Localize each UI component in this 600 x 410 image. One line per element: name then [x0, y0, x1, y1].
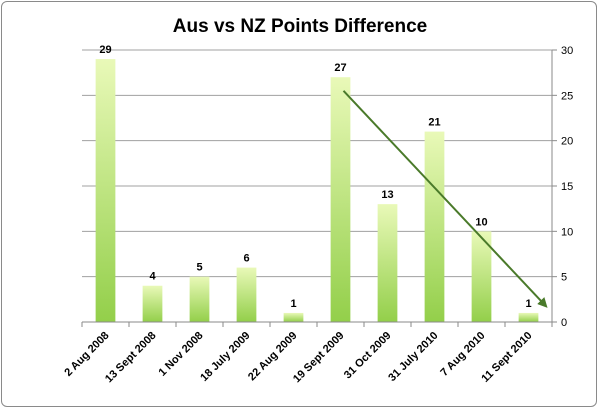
x-tick-label: 7 Aug 2010: [438, 330, 487, 379]
y-tick-labels: 0 5 10 15 20 25 30: [561, 45, 573, 329]
data-label: 13: [381, 189, 393, 201]
y-tick-label: 10: [561, 226, 573, 238]
data-label: 6: [243, 253, 249, 265]
x-tick-label: 11 Sept 2010: [479, 330, 534, 385]
x-tick-label: 31 July 2010: [386, 330, 440, 384]
y-tick-label: 0: [561, 317, 567, 329]
bar: [377, 204, 398, 322]
data-label: 21: [428, 117, 440, 129]
trend-arrow-line: [342, 90, 548, 308]
y-tick-label: 15: [561, 181, 573, 193]
bars: [95, 59, 539, 323]
bar: [518, 312, 539, 322]
x-tick-label: 31 Oct 2009: [342, 330, 394, 382]
axes: [81, 49, 557, 327]
bar: [142, 285, 163, 322]
data-label: 5: [196, 262, 202, 274]
trend-arrow: [342, 90, 548, 308]
data-label: 4: [149, 271, 156, 283]
x-tick-label: 2 Aug 2008: [62, 330, 111, 379]
bar: [471, 231, 492, 322]
bar: [330, 77, 351, 322]
data-labels: 29 4 5 6 1 27 13 21 10 1: [99, 44, 531, 310]
y-tick-label: 20: [561, 136, 573, 148]
data-label: 10: [475, 216, 487, 228]
data-label: 1: [290, 298, 296, 310]
bar: [95, 59, 116, 323]
y-tick-label: 30: [561, 45, 573, 57]
data-label: 1: [525, 298, 531, 310]
bar: [424, 131, 445, 322]
chart-title: Aus vs NZ Points Difference: [173, 16, 427, 37]
x-tick-label: 18 July 2009: [198, 330, 252, 384]
y-tick-label: 25: [561, 90, 573, 102]
data-label: 27: [334, 62, 346, 74]
bar: [189, 276, 210, 322]
bar: [283, 312, 304, 322]
data-label: 29: [99, 44, 111, 56]
y-tick-label: 5: [561, 272, 567, 284]
x-tick-label: 1 Nov 2008: [156, 330, 205, 379]
bar: [236, 267, 257, 322]
